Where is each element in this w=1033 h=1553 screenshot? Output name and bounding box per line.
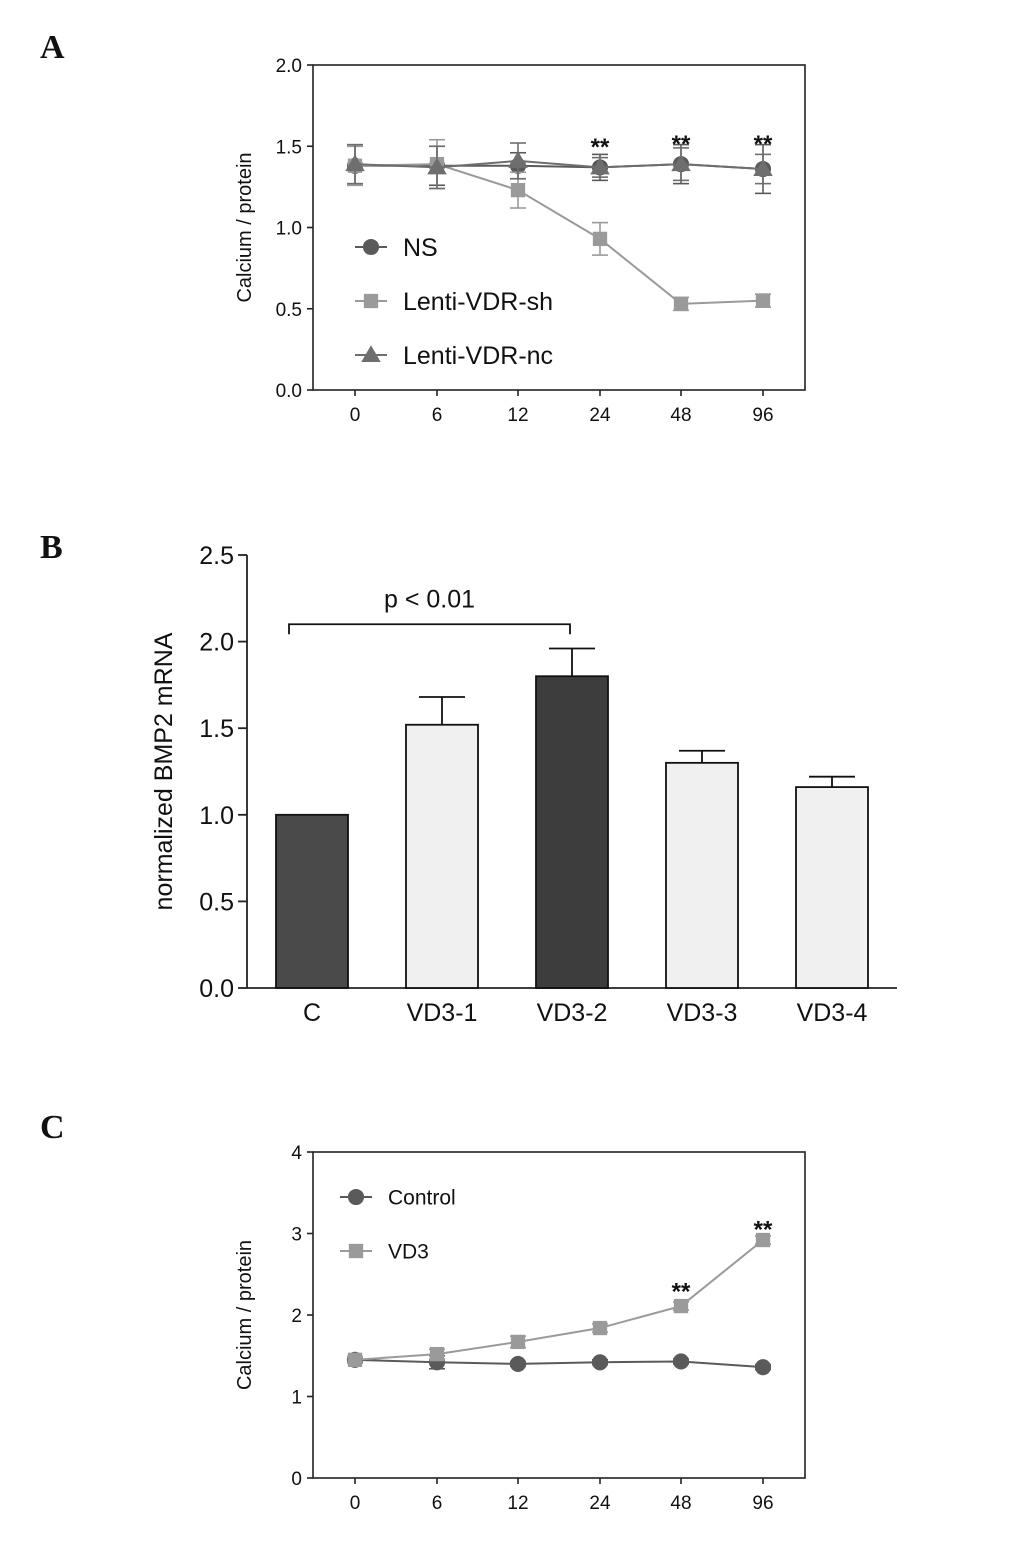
- series-control-point: [591, 1354, 609, 1371]
- panel-b-chart: 0.0 0.5 1.0 1.5 2.0 2.5 normalized BMP2 mRNA C V…: [150, 542, 897, 1027]
- series-vd3-point: [347, 1352, 363, 1367]
- panel-c-ytick-label: 4: [291, 1143, 302, 1164]
- panel-b-ytick-label: 0.5: [199, 888, 234, 916]
- panel-b-ytick-label: 2.5: [199, 542, 234, 570]
- series-lenti-vdr-nc-line: [354, 159, 764, 170]
- legend-control-label: Control: [388, 1187, 456, 1210]
- panel-c-ytick-label: 1: [291, 1388, 302, 1409]
- panel-c-xtick-label: 12: [507, 1493, 528, 1514]
- panel-a-ytick-label: 1.5: [276, 137, 302, 158]
- panel-b-xtick-label-vd3-4: VD3-4: [797, 999, 868, 1027]
- panel-c-xtick-label: 48: [670, 1493, 691, 1514]
- panel-b-xtick-label-vd3-1: VD3-1: [407, 999, 478, 1027]
- series-vd3-line: [354, 1239, 764, 1361]
- series-lenti-vdr-nc-point: [590, 157, 610, 175]
- panel-c-significance-mark: **: [672, 1278, 691, 1305]
- panel-a-plot-frame: [312, 64, 806, 391]
- series-lenti-vdr-sh-point: [510, 182, 526, 198]
- series-lenti-vdr-nc-point: [427, 157, 447, 175]
- series-vd3-point: [673, 1298, 689, 1314]
- legend-lenti-vdr-sh-label: Lenti-VDR-sh: [403, 288, 553, 316]
- panel-a-chart: 0.0 0.5 1.0 1.5 2.0 0 6 12 24 48 96 Calcium / prote…: [234, 56, 806, 426]
- bar-vd3-3: [665, 761, 739, 989]
- series-lenti-vdr-nc-point: [671, 154, 691, 172]
- series-vd3-point: [510, 1334, 526, 1350]
- panel-c-y-axis-label: Calcium / protein: [234, 1240, 256, 1390]
- panel-c-xtick-label: 0: [350, 1493, 361, 1514]
- panel-c-ytick-label: 0: [291, 1469, 302, 1490]
- series-lenti-vdr-nc-point: [753, 159, 773, 177]
- panel-a-ytick-label: 0.5: [276, 300, 302, 321]
- series-vd3-point: [755, 1232, 771, 1248]
- bar-vd3-1: [405, 723, 479, 989]
- panel-a-xtick-label: 0: [350, 405, 361, 426]
- panel-b-y-axis-label: normalized BMP2 mRNA: [150, 632, 178, 910]
- significance-label: p < 0.01: [384, 585, 475, 613]
- series-vd3-point: [429, 1346, 445, 1362]
- panel-b-ytick-label: 2.0: [199, 629, 234, 657]
- panel-a-ytick-label: 1.0: [276, 219, 302, 240]
- legend-control-marker: [347, 1188, 365, 1206]
- panel-c-ytick-label: 3: [291, 1225, 302, 1246]
- panel-a-significance-mark: **: [591, 134, 610, 161]
- legend-ns-label: NS: [403, 234, 438, 262]
- panel-c-xtick-label: 24: [589, 1493, 611, 1514]
- panel-b-ytick-label: 0.0: [199, 975, 234, 1003]
- series-vd3-point: [592, 1320, 608, 1336]
- series-lenti-vdr-sh-point: [592, 231, 608, 247]
- panel-c-plot-frame: [312, 1151, 806, 1479]
- panel-b-ytick-label: 1.5: [199, 715, 234, 743]
- panel-letter-c: C: [40, 1109, 65, 1146]
- panel-b-xtick-label-vd3-2: VD3-2: [537, 999, 608, 1027]
- panel-a-xtick-label: 48: [670, 405, 691, 426]
- panel-a-ytick-label: 0.0: [276, 381, 302, 402]
- panel-a-ytick-label: 2.0: [276, 56, 302, 77]
- panel-a-y-axis-label: Calcium / protein: [234, 152, 256, 302]
- series-control-point: [754, 1359, 772, 1376]
- panel-a-significance-mark: **: [754, 131, 773, 158]
- panel-a-xtick-label: 24: [589, 405, 611, 426]
- legend-lenti-vdr-nc-label: Lenti-VDR-nc: [403, 342, 553, 370]
- legend-ns-marker: [362, 238, 380, 256]
- panel-c-xtick-label: 6: [432, 1493, 443, 1514]
- series-control-point: [672, 1353, 690, 1370]
- panel-b-xtick-label-c: C: [303, 999, 321, 1027]
- series-lenti-vdr-sh-point: [673, 296, 689, 312]
- panel-a-xtick-label: 96: [752, 405, 773, 426]
- bar-vd3-2: [535, 675, 609, 989]
- panel-b-xtick-label-vd3-3: VD3-3: [667, 999, 738, 1027]
- legend-vd3-marker: [348, 1243, 364, 1259]
- panel-c-ytick-label: 2: [291, 1306, 302, 1327]
- bar-c: [275, 813, 349, 989]
- legend-vd3-label: VD3: [388, 1241, 429, 1264]
- series-lenti-vdr-sh-line: [354, 163, 764, 305]
- panel-b-ytick-label: 1.0: [199, 802, 234, 830]
- panel-a-xtick-label: 12: [507, 405, 528, 426]
- panel-c-xtick-label: 96: [752, 1493, 773, 1514]
- panel-a-significance-mark: **: [672, 131, 691, 158]
- panel-letter-b: B: [40, 529, 63, 566]
- legend-lenti-vdr-nc-marker: [361, 345, 381, 363]
- series-lenti-vdr-nc-point: [508, 151, 528, 168]
- bar-vd3-4: [795, 786, 869, 989]
- series-lenti-vdr-nc-point: [345, 154, 365, 172]
- series-lenti-vdr-sh-point: [755, 293, 771, 308]
- significance-bracket: [288, 623, 571, 635]
- panel-letter-a: A: [40, 29, 65, 66]
- panel-c-significance-mark: **: [754, 1216, 773, 1243]
- series-control-point: [509, 1355, 527, 1372]
- series-control-line: [354, 1358, 764, 1369]
- panel-a-xtick-label: 6: [432, 405, 443, 426]
- legend-lenti-vdr-sh-marker: [363, 293, 379, 309]
